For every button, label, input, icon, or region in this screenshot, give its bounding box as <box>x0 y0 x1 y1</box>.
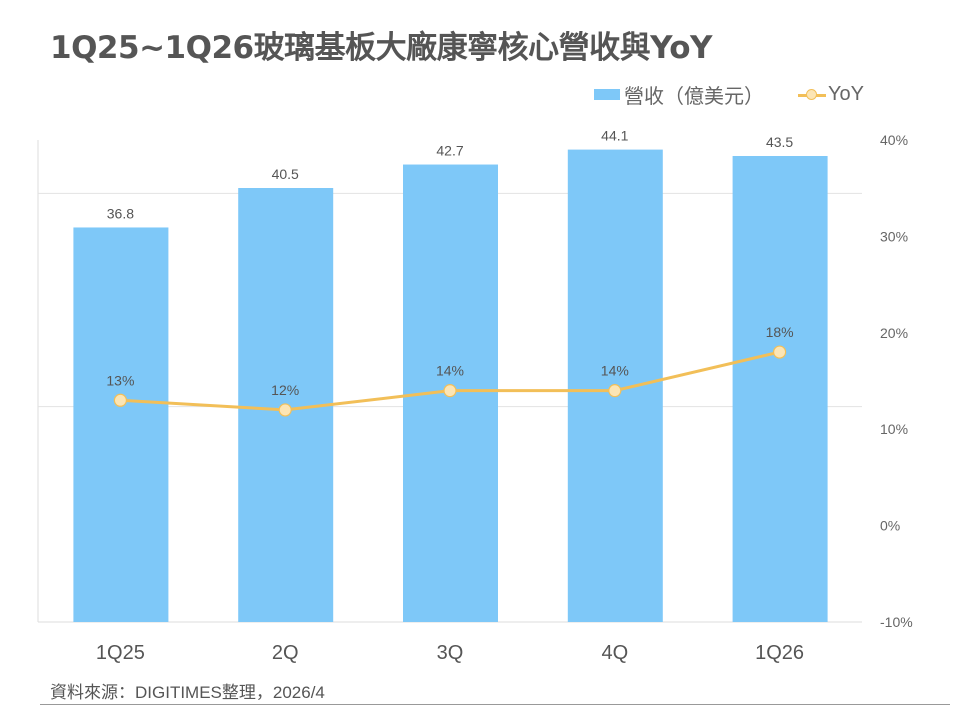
right-tick-label: 20% <box>880 325 908 341</box>
right-tick-label: -10% <box>880 614 913 630</box>
x-tick-label: 1Q25 <box>96 642 145 664</box>
yoy-value-label: 14% <box>601 363 629 379</box>
bar-value-label: 40.5 <box>272 166 299 182</box>
x-tick-label: 4Q <box>601 642 628 664</box>
right-tick-label: 0% <box>880 518 900 534</box>
right-tick-label: 30% <box>880 228 908 244</box>
bar-value-label: 43.5 <box>766 134 793 150</box>
yoy-point <box>278 403 292 417</box>
yoy-value-label: 12% <box>271 382 299 398</box>
legend-yoy-label: YoY <box>828 83 864 105</box>
yoy-value-label: 13% <box>106 372 134 388</box>
x-tick-label: 3Q <box>437 642 464 664</box>
bar-value-label: 44.1 <box>601 128 628 144</box>
bar-1Q26 <box>732 156 828 622</box>
yoy-point <box>772 345 787 359</box>
legend-revenue-swatch <box>594 89 620 100</box>
yoy-value-label: 14% <box>436 363 464 379</box>
right-tick-label: 40% <box>880 132 908 148</box>
yoy-point <box>608 384 622 398</box>
x-tick-label: 1Q26 <box>755 642 804 664</box>
right-tick-label: 10% <box>880 421 908 437</box>
source-divider <box>40 704 950 705</box>
bar-value-label: 36.8 <box>107 205 134 221</box>
bar-1Q25 <box>73 227 169 622</box>
bar-value-label: 42.7 <box>436 143 463 159</box>
legend-yoy-marker <box>798 88 826 102</box>
yoy-point <box>443 384 457 398</box>
chart-title: 1Q25~1Q26玻璃基板大廠康寧核心營收與YoY <box>50 30 712 66</box>
yoy-value-label: 18% <box>766 324 794 340</box>
source-note: 資料來源：DIGITIMES整理，2026/4 <box>50 683 325 702</box>
yoy-point <box>113 393 128 407</box>
legend: 營收（億美元） YoY <box>594 80 864 109</box>
x-tick-label: 2Q <box>272 642 299 664</box>
legend-revenue-label: 營收（億美元） <box>624 86 764 108</box>
